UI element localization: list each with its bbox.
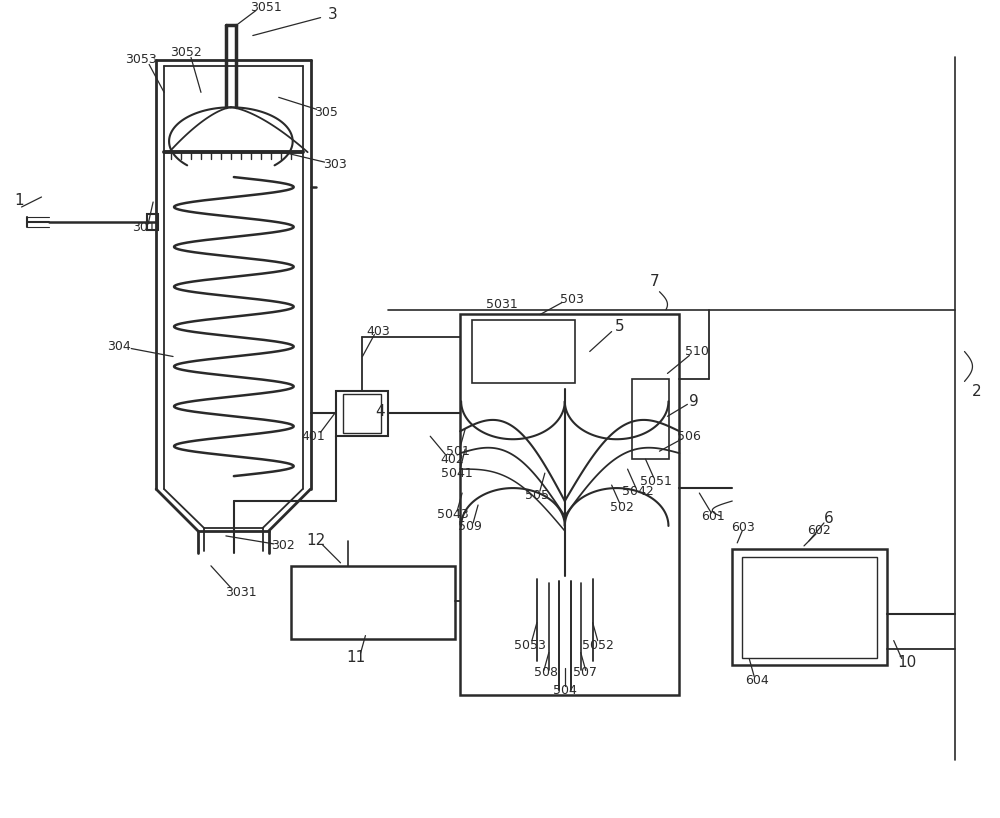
Text: 3052: 3052 [170, 46, 202, 59]
Text: 301: 301 [132, 222, 156, 235]
Text: 6: 6 [824, 511, 834, 527]
Text: 603: 603 [731, 521, 755, 534]
Text: 5031: 5031 [486, 299, 518, 311]
Text: 3031: 3031 [225, 587, 257, 600]
Text: 501: 501 [446, 445, 470, 458]
Text: 509: 509 [458, 520, 482, 533]
Text: 5053: 5053 [514, 639, 546, 652]
Text: 403: 403 [367, 325, 390, 338]
Bar [460, 313, 679, 695]
Text: 504: 504 [553, 684, 577, 697]
Text: 11: 11 [346, 650, 365, 665]
Text: 5043: 5043 [437, 509, 469, 522]
Bar [147, 214, 158, 230]
Text: 9: 9 [689, 393, 699, 409]
Text: 2: 2 [972, 384, 981, 399]
Bar [343, 394, 381, 434]
Text: 10: 10 [897, 655, 916, 670]
Text: 506: 506 [677, 429, 701, 443]
Text: 502: 502 [610, 501, 634, 514]
Text: 303: 303 [323, 158, 346, 171]
Text: 3: 3 [328, 7, 337, 22]
Bar [632, 380, 669, 459]
Text: 1: 1 [15, 192, 24, 208]
Text: 302: 302 [271, 539, 295, 552]
Text: 604: 604 [745, 674, 769, 687]
Text: 401: 401 [302, 429, 325, 443]
Text: 5052: 5052 [582, 639, 614, 652]
Text: 503: 503 [560, 293, 584, 306]
Text: 5: 5 [615, 319, 624, 334]
Text: 5042: 5042 [622, 484, 653, 497]
Text: 5051: 5051 [640, 474, 671, 488]
Text: 4: 4 [376, 404, 385, 419]
Text: 5041: 5041 [441, 466, 473, 479]
Bar [742, 557, 877, 658]
Bar [336, 391, 388, 436]
Bar [291, 566, 455, 639]
Text: 3051: 3051 [250, 1, 282, 14]
Text: 601: 601 [701, 510, 725, 524]
Text: 305: 305 [314, 106, 338, 119]
Text: 304: 304 [107, 340, 131, 353]
Text: 507: 507 [573, 666, 597, 679]
Bar [732, 549, 887, 666]
Bar [472, 320, 575, 384]
Text: 7: 7 [650, 274, 659, 290]
Text: 3053: 3053 [125, 53, 157, 66]
Text: 602: 602 [807, 524, 831, 537]
Text: 12: 12 [306, 533, 325, 548]
Text: 510: 510 [685, 345, 709, 358]
Text: 505: 505 [525, 488, 549, 501]
Text: 508: 508 [534, 666, 558, 679]
Text: 402: 402 [440, 452, 464, 465]
